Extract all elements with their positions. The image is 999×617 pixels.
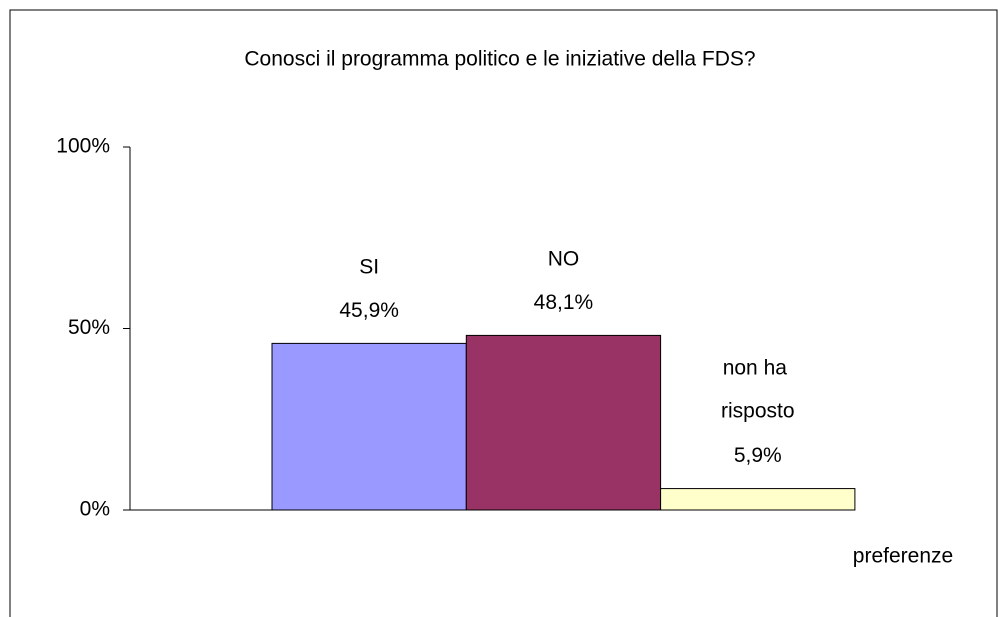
data-label: 48,1% [534,291,594,314]
bar [271,342,467,511]
chart-frame [9,9,998,617]
bar [660,488,856,511]
y-tick-label: 100% [56,135,110,158]
series-label: SI [359,255,379,278]
y-tick-label: 0% [80,498,110,521]
chart-title: Conosci il programma politico e le inizi… [244,48,755,71]
y-tick-label: 50% [68,316,110,339]
series-label: NO [548,247,580,270]
data-label: 45,9% [339,299,399,322]
bar [465,334,662,511]
series-label: non ha risposto [721,356,795,422]
x-axis-label: preferenze [853,545,953,568]
data-label: 5,9% [734,444,782,467]
